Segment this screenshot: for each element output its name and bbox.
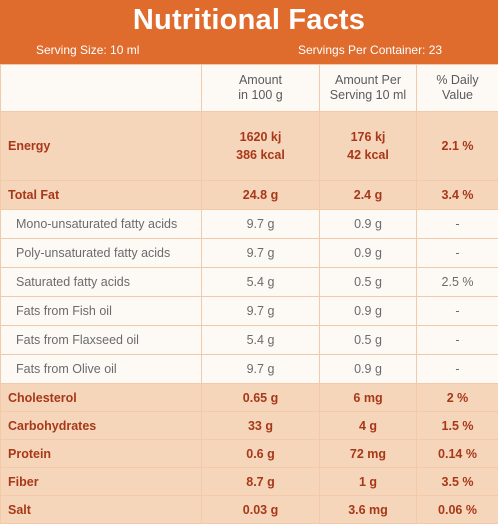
row-daily: 0.14 % — [417, 440, 498, 468]
table-row: Fiber 8.7 g 1 g 3.5 % — [1, 468, 498, 496]
nutrition-table: Amount in 100 g Amount Per Serving 10 ml… — [0, 64, 498, 524]
row-serving: 0.5 g — [320, 268, 417, 297]
row-label: Fats from Flaxseed oil — [1, 326, 202, 355]
table-row: Saturated fatty acids 5.4 g 0.5 g 2.5 % — [1, 268, 498, 297]
row-daily: 3.5 % — [417, 468, 498, 496]
header-nutrient — [1, 65, 202, 112]
header-banner: Nutritional Facts Serving Size: 10 ml Se… — [0, 0, 498, 64]
row-daily: - — [417, 297, 498, 326]
row-serving: 72 mg — [320, 440, 417, 468]
row-serving: 0.9 g — [320, 355, 417, 384]
row-per100: 5.4 g — [202, 268, 320, 297]
table-row: Carbohydrates 33 g 4 g 1.5 % — [1, 412, 498, 440]
row-daily: 2.5 % — [417, 268, 498, 297]
row-serving: 0.9 g — [320, 239, 417, 268]
table-row: Protein 0.6 g 72 mg 0.14 % — [1, 440, 498, 468]
row-per100: 0.03 g — [202, 496, 320, 524]
header-amount-100g: Amount in 100 g — [202, 65, 320, 112]
row-label: Salt — [1, 496, 202, 524]
row-daily: - — [417, 326, 498, 355]
row-label: Cholesterol — [1, 384, 202, 412]
row-serving: 0.9 g — [320, 297, 417, 326]
table-row: Salt 0.03 g 3.6 mg 0.06 % — [1, 496, 498, 524]
nutrition-facts-card: Nutritional Facts Serving Size: 10 ml Se… — [0, 0, 498, 506]
servings-per-container: Servings Per Container: 23 — [298, 43, 442, 57]
row-daily: 0.06 % — [417, 496, 498, 524]
row-label: Carbohydrates — [1, 412, 202, 440]
header-amount-serving: Amount Per Serving 10 ml — [320, 65, 417, 112]
row-serving: 176 kj 42 kcal — [320, 112, 417, 181]
row-label: Fiber — [1, 468, 202, 496]
row-serving: 4 g — [320, 412, 417, 440]
table-row-energy: Energy 1620 kj 386 kcal 176 kj 42 kcal 2… — [1, 112, 498, 181]
row-per100: 5.4 g — [202, 326, 320, 355]
row-serving: 2.4 g — [320, 181, 417, 210]
header-daily-value: % Daily Value — [417, 65, 498, 112]
row-serving: 1 g — [320, 468, 417, 496]
row-label: Fats from Olive oil — [1, 355, 202, 384]
table-row: Mono-unsaturated fatty acids 9.7 g 0.9 g… — [1, 210, 498, 239]
table-row: Cholesterol 0.65 g 6 mg 2 % — [1, 384, 498, 412]
row-label: Poly-unsaturated fatty acids — [1, 239, 202, 268]
table-row: Fats from Fish oil 9.7 g 0.9 g - — [1, 297, 498, 326]
serving-size: Serving Size: 10 ml — [36, 43, 139, 57]
table-row: Fats from Olive oil 9.7 g 0.9 g - — [1, 355, 498, 384]
row-per100: 0.6 g — [202, 440, 320, 468]
row-serving: 0.5 g — [320, 326, 417, 355]
row-label: Energy — [1, 112, 202, 181]
row-per100: 0.65 g — [202, 384, 320, 412]
row-daily: 2 % — [417, 384, 498, 412]
row-serving: 0.9 g — [320, 210, 417, 239]
row-per100: 1620 kj 386 kcal — [202, 112, 320, 181]
row-per100: 9.7 g — [202, 297, 320, 326]
row-per100: 9.7 g — [202, 355, 320, 384]
row-daily: - — [417, 210, 498, 239]
table-row: Fats from Flaxseed oil 5.4 g 0.5 g - — [1, 326, 498, 355]
page-title: Nutritional Facts — [0, 4, 498, 37]
row-per100: 8.7 g — [202, 468, 320, 496]
row-per100: 9.7 g — [202, 239, 320, 268]
row-daily: 3.4 % — [417, 181, 498, 210]
row-label: Protein — [1, 440, 202, 468]
table-header-row: Amount in 100 g Amount Per Serving 10 ml… — [1, 65, 498, 112]
row-serving: 6 mg — [320, 384, 417, 412]
table-row: Total Fat 24.8 g 2.4 g 3.4 % — [1, 181, 498, 210]
row-daily: 2.1 % — [417, 112, 498, 181]
row-daily: - — [417, 239, 498, 268]
row-label: Mono-unsaturated fatty acids — [1, 210, 202, 239]
row-label: Total Fat — [1, 181, 202, 210]
row-label: Fats from Fish oil — [1, 297, 202, 326]
row-label: Saturated fatty acids — [1, 268, 202, 297]
row-per100: 9.7 g — [202, 210, 320, 239]
row-daily: 1.5 % — [417, 412, 498, 440]
row-daily: - — [417, 355, 498, 384]
row-per100: 33 g — [202, 412, 320, 440]
row-per100: 24.8 g — [202, 181, 320, 210]
row-serving: 3.6 mg — [320, 496, 417, 524]
table-row: Poly-unsaturated fatty acids 9.7 g 0.9 g… — [1, 239, 498, 268]
